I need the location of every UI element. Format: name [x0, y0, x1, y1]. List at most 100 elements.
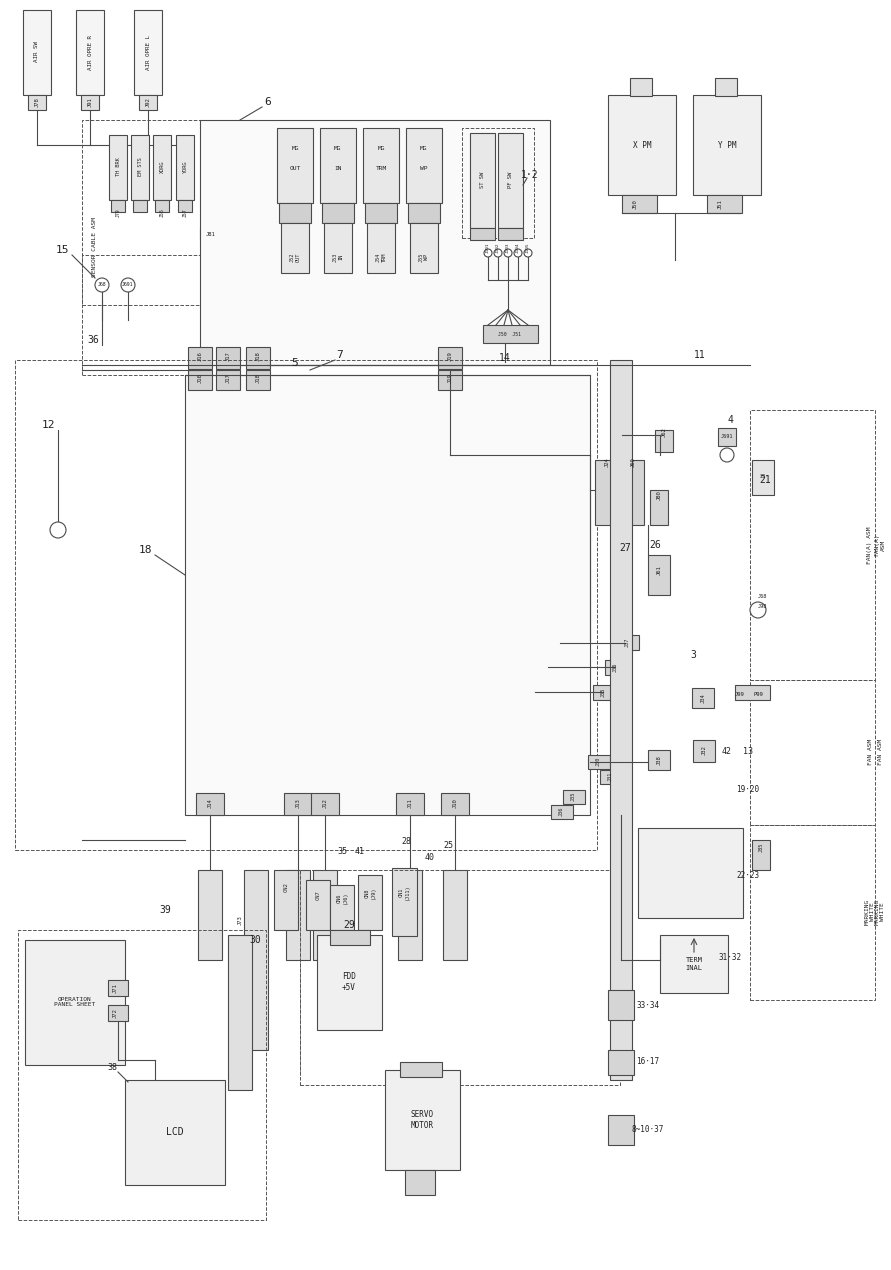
Bar — [752, 839, 770, 870]
Text: J68: J68 — [757, 594, 766, 599]
Text: 31·32: 31·32 — [718, 954, 741, 963]
Bar — [228, 935, 252, 1090]
Text: FAN(A)
ASM: FAN(A) ASM — [875, 533, 886, 556]
Text: MG: MG — [377, 146, 385, 151]
Text: 1·2: 1·2 — [521, 170, 539, 180]
Bar — [718, 428, 736, 446]
Bar — [563, 790, 585, 804]
Bar — [108, 980, 128, 996]
Bar — [246, 370, 270, 390]
Bar — [108, 1005, 128, 1021]
Circle shape — [720, 448, 734, 462]
Text: J17: J17 — [225, 351, 231, 361]
Bar — [410, 224, 438, 273]
Bar — [324, 224, 352, 273]
Bar — [358, 875, 382, 930]
Text: J32: J32 — [701, 745, 707, 754]
Bar — [655, 431, 673, 452]
Bar — [608, 1050, 634, 1074]
Text: XORG: XORG — [159, 161, 165, 173]
Text: 25: 25 — [443, 841, 453, 850]
Bar — [441, 792, 469, 815]
Text: 18: 18 — [138, 545, 151, 555]
Circle shape — [504, 249, 512, 257]
Bar — [622, 460, 644, 525]
Text: J79: J79 — [116, 208, 120, 217]
Bar — [365, 203, 397, 224]
Text: AIR OPRE R: AIR OPRE R — [87, 34, 93, 70]
Bar — [139, 95, 157, 110]
Text: J19: J19 — [447, 373, 453, 382]
Bar — [608, 1115, 634, 1146]
Bar — [648, 751, 670, 770]
Bar — [400, 1062, 442, 1077]
Text: J35: J35 — [570, 791, 576, 800]
Bar — [76, 10, 104, 95]
Bar — [406, 128, 442, 203]
Text: J34: J34 — [700, 693, 706, 702]
Text: ST SW: ST SW — [479, 171, 485, 188]
Text: 13: 13 — [743, 748, 753, 757]
Bar — [313, 870, 337, 960]
Bar — [462, 128, 534, 237]
Text: 41: 41 — [355, 847, 365, 856]
Text: 11: 11 — [694, 351, 706, 359]
Bar — [300, 870, 620, 1085]
Bar — [438, 370, 462, 390]
Text: J98: J98 — [757, 603, 766, 608]
Text: 21: 21 — [760, 475, 766, 480]
Circle shape — [524, 249, 532, 257]
Bar — [692, 688, 714, 707]
Text: 38: 38 — [107, 1063, 117, 1072]
Text: 36: 36 — [87, 335, 99, 345]
Bar — [188, 370, 212, 390]
Bar — [279, 203, 311, 224]
Text: J52
OUT: J52 OUT — [290, 253, 300, 262]
Text: AIR SW: AIR SW — [35, 42, 39, 62]
Bar — [735, 685, 770, 700]
Text: MG: MG — [421, 146, 428, 151]
Bar — [281, 224, 309, 273]
Bar — [715, 77, 737, 97]
Text: FDD
+5V: FDD +5V — [342, 973, 356, 992]
Bar — [153, 135, 171, 199]
Text: J16: J16 — [198, 351, 202, 361]
Bar — [246, 347, 270, 370]
Text: J30: J30 — [595, 757, 601, 766]
Text: J56: J56 — [159, 208, 165, 217]
Text: J691: J691 — [122, 282, 134, 287]
Bar — [82, 255, 202, 305]
Bar — [81, 95, 99, 110]
Bar — [693, 740, 715, 762]
Text: J38: J38 — [657, 756, 661, 765]
Bar — [320, 128, 356, 203]
Text: TRM: TRM — [375, 165, 387, 170]
Text: 26: 26 — [650, 540, 661, 550]
Text: J18: J18 — [256, 351, 260, 361]
Bar — [707, 196, 742, 213]
Text: FAN ASM: FAN ASM — [868, 739, 872, 765]
Text: J24: J24 — [604, 457, 609, 467]
Bar — [111, 199, 125, 212]
Text: J54
TRM: J54 TRM — [376, 253, 387, 262]
Text: P99: P99 — [753, 692, 763, 697]
Text: J14: J14 — [208, 798, 212, 808]
Bar — [593, 685, 615, 700]
Bar — [317, 935, 382, 1030]
Text: WP: WP — [421, 165, 428, 170]
Text: J68: J68 — [98, 282, 106, 287]
Text: 39: 39 — [159, 906, 171, 914]
Bar — [363, 128, 399, 203]
Text: FAN(A) ASM: FAN(A) ASM — [868, 526, 872, 564]
Text: J37: J37 — [625, 638, 630, 646]
Text: J19: J19 — [447, 351, 453, 361]
Bar — [131, 135, 149, 199]
Text: J10: J10 — [453, 798, 457, 808]
Text: 19·20: 19·20 — [737, 786, 759, 795]
Text: J16: J16 — [198, 373, 202, 382]
Text: TH BRK: TH BRK — [116, 157, 120, 177]
Text: SENSOR CABLE ASM: SENSOR CABLE ASM — [93, 217, 97, 277]
Bar — [660, 935, 728, 993]
Bar — [600, 770, 622, 784]
Bar — [330, 885, 354, 930]
